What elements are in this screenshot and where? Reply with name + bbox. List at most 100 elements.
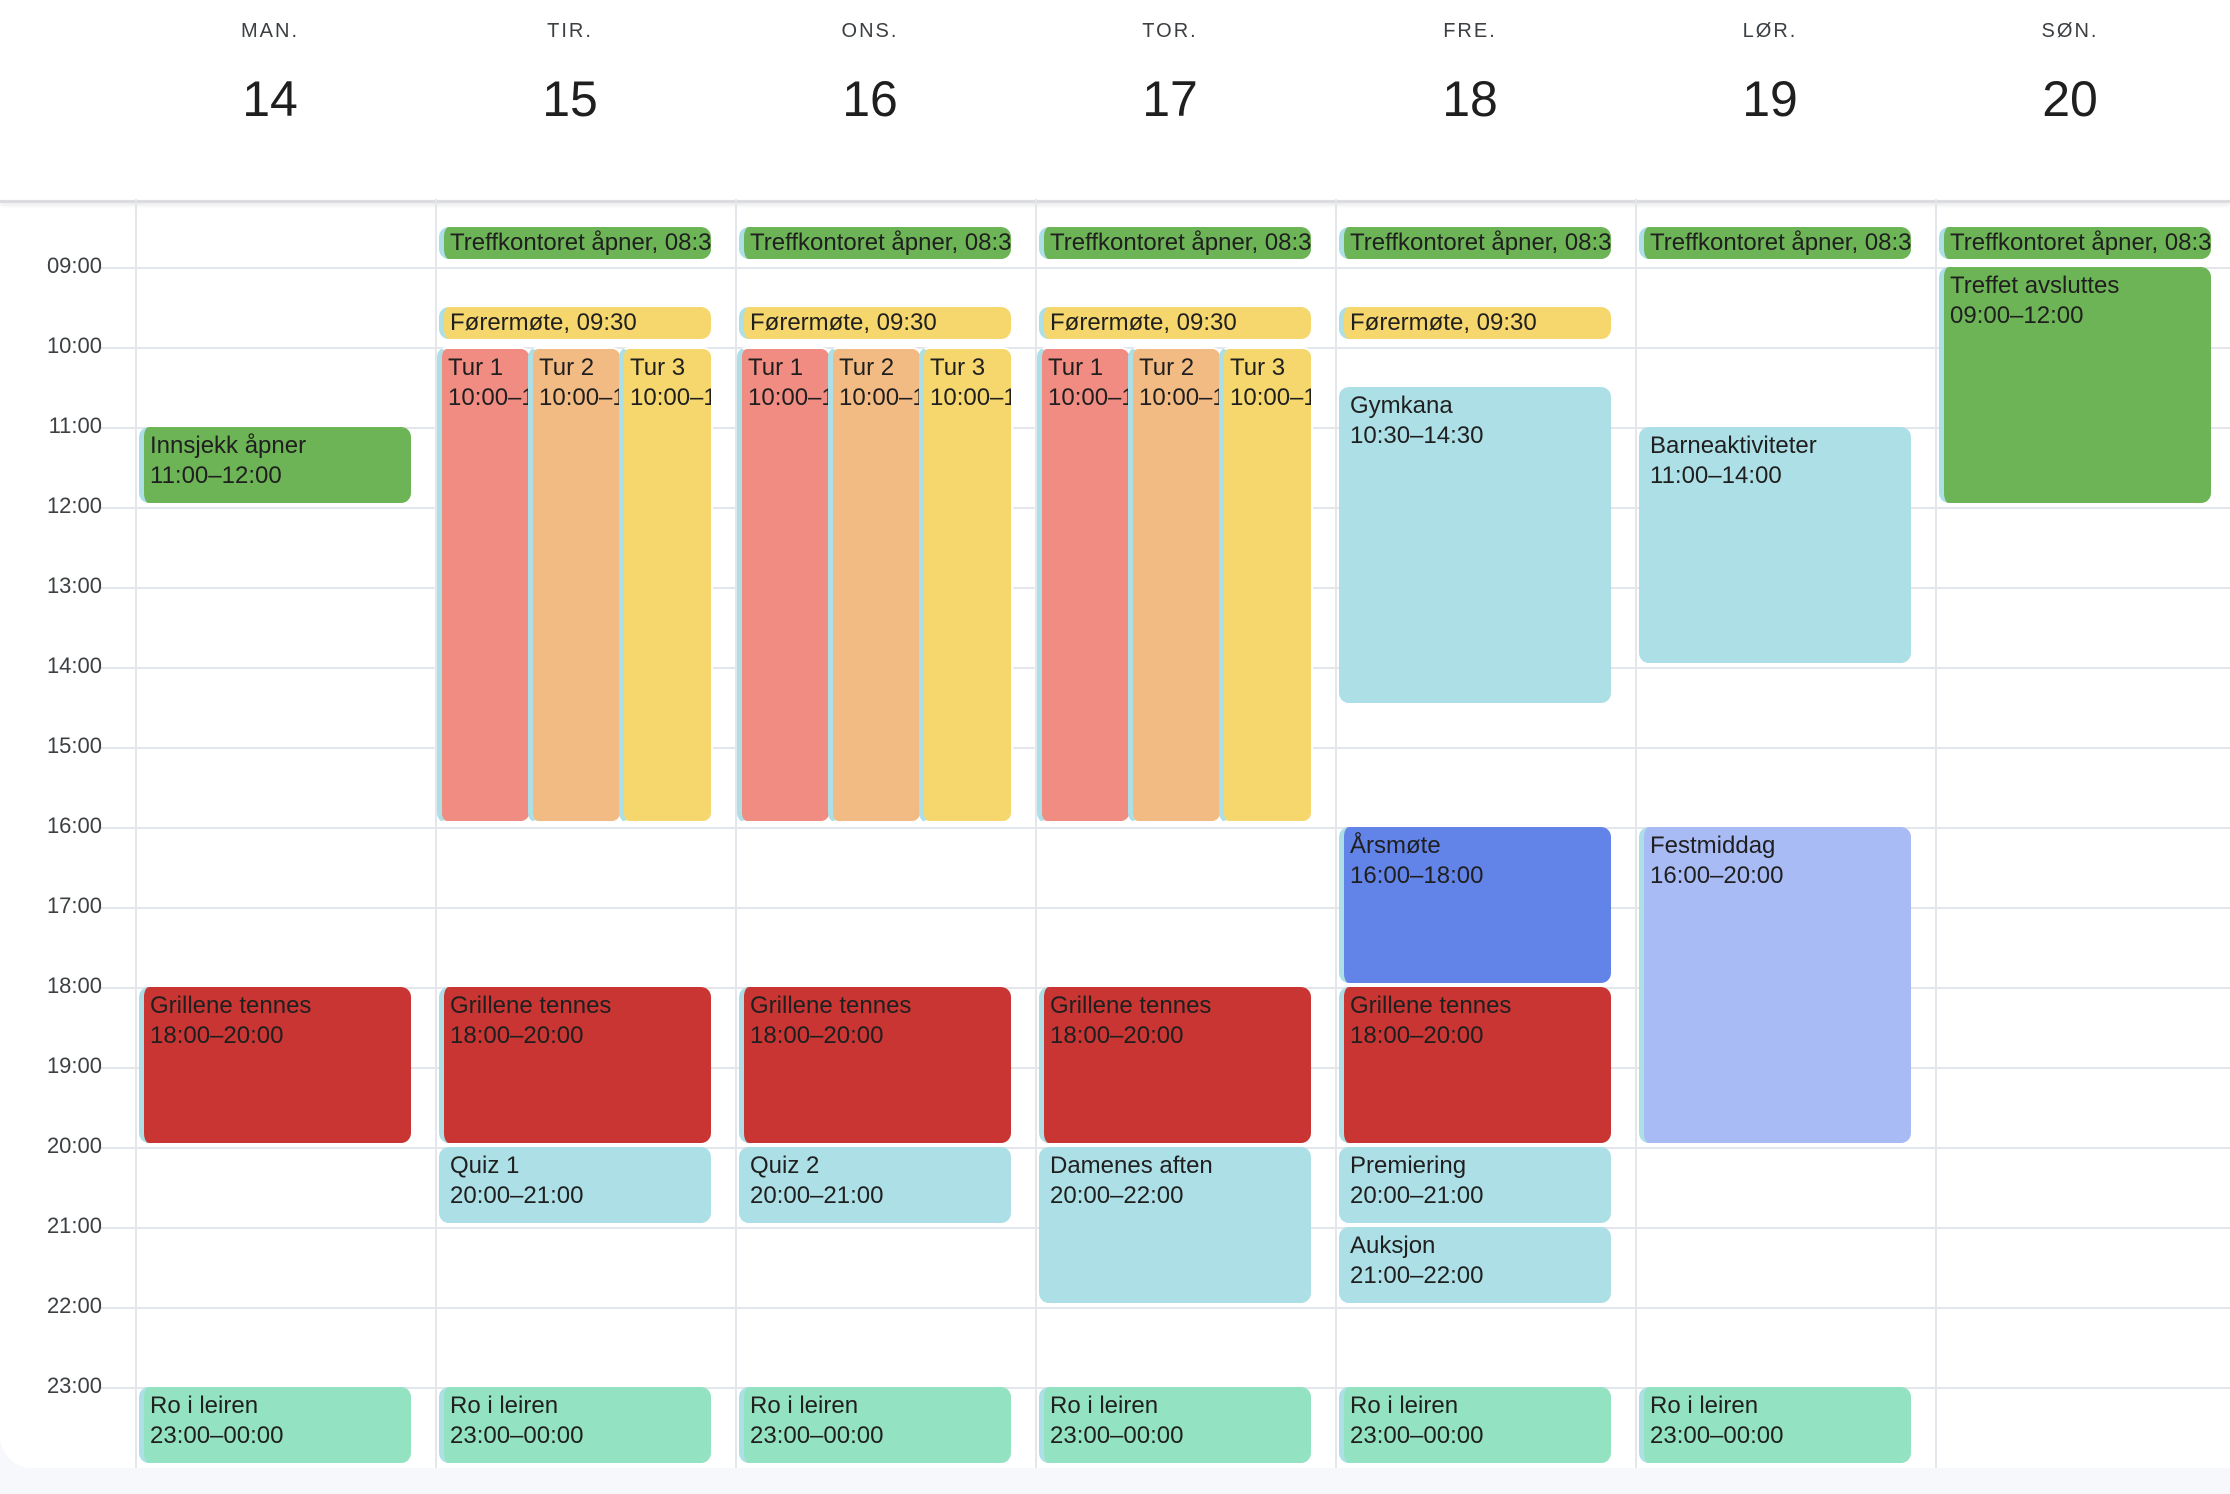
event-ro-i-leiren[interactable]: Ro i leiren 23:00–00:00 <box>439 1387 711 1463</box>
event-førermøte-09-30[interactable]: Førermøte, 09:30 <box>439 307 711 339</box>
day-name: TIR. <box>547 20 593 42</box>
event-grillene-tennes[interactable]: Grillene tennes 18:00–20:00 <box>739 987 1011 1143</box>
event-time: 16:00–18:00 <box>1350 862 1484 889</box>
event-time: 18:00–20:00 <box>150 1022 284 1049</box>
event-time: 10:00–16:00 <box>930 384 1011 411</box>
event-treffet-avsluttes[interactable]: Treffet avsluttes 09:00–12:00 <box>1939 267 2211 503</box>
event-premiering[interactable]: Premiering 20:00–21:00 <box>1339 1147 1611 1223</box>
event-time: 20:00–21:00 <box>750 1182 884 1209</box>
event-title: Ro i leiren <box>1650 1392 1759 1419</box>
event-treffkontoret-åpner-08-30[interactable]: Treffkontoret åpner, 08:30 <box>739 227 1011 259</box>
day-column-divider <box>735 199 737 1468</box>
day-number[interactable]: 17 <box>1142 71 1198 127</box>
event-barneaktiviteter[interactable]: Barneaktiviteter 11:00–14:00 <box>1639 427 1911 663</box>
event-innsjekk-åpner[interactable]: Innsjekk åpner 11:00–12:00 <box>139 427 411 503</box>
event-title: Grillene tennes <box>150 992 312 1019</box>
time-label: 09:00 <box>46 253 102 278</box>
day-number[interactable]: 19 <box>1742 71 1798 127</box>
event-treffkontoret-åpner-08-30[interactable]: Treffkontoret åpner, 08:30 <box>1939 227 2211 259</box>
event-quiz-1[interactable]: Quiz 1 20:00–21:00 <box>439 1147 711 1223</box>
event-title: Tur 1 <box>748 354 804 381</box>
time-label: 23:00 <box>46 1373 102 1398</box>
event-time: 23:00–00:00 <box>1350 1422 1484 1449</box>
event-title: Innsjekk åpner <box>150 432 307 459</box>
event-auksjon[interactable]: Auksjon 21:00–22:00 <box>1339 1227 1611 1303</box>
event-grillene-tennes[interactable]: Grillene tennes 18:00–20:00 <box>1339 987 1611 1143</box>
time-label: 10:00 <box>46 333 102 358</box>
event-title: Førermøte, 09:30 <box>450 309 637 336</box>
event-tur-2[interactable]: Tur 2 10:00–16:00 <box>1128 347 1222 823</box>
event-tur-1[interactable]: Tur 1 10:00–16:00 <box>1037 347 1131 823</box>
time-label: 13:00 <box>46 573 102 598</box>
event-time: 10:00–16:00 <box>448 384 529 411</box>
event-title: Grillene tennes <box>1050 992 1212 1019</box>
event-damenes-aften[interactable]: Damenes aften 20:00–22:00 <box>1039 1147 1311 1303</box>
event-førermøte-09-30[interactable]: Førermøte, 09:30 <box>1039 307 1311 339</box>
event-ro-i-leiren[interactable]: Ro i leiren 23:00–00:00 <box>1039 1387 1311 1463</box>
event-ro-i-leiren[interactable]: Ro i leiren 23:00–00:00 <box>1339 1387 1611 1463</box>
event-årsmøte[interactable]: Årsmøte 16:00–18:00 <box>1339 827 1611 983</box>
day-column-divider <box>1935 199 1937 1468</box>
time-label: 14:00 <box>46 653 102 678</box>
event-time: 18:00–20:00 <box>450 1022 584 1049</box>
day-number[interactable]: 16 <box>842 71 898 127</box>
event-time: 10:00–16:00 <box>748 384 829 411</box>
day-number[interactable]: 20 <box>2042 71 2098 127</box>
event-treffkontoret-åpner-08-30[interactable]: Treffkontoret åpner, 08:30 <box>1639 227 1911 259</box>
event-tur-2[interactable]: Tur 2 10:00–16:00 <box>828 347 922 823</box>
event-treffkontoret-åpner-08-30[interactable]: Treffkontoret åpner, 08:30 <box>1339 227 1611 259</box>
event-ro-i-leiren[interactable]: Ro i leiren 23:00–00:00 <box>739 1387 1011 1463</box>
event-time: 10:00–16:00 <box>1048 384 1129 411</box>
day-column-divider <box>435 199 437 1468</box>
event-time: 10:00–16:00 <box>839 384 920 411</box>
time-label: 12:00 <box>46 493 102 518</box>
event-title: Barneaktiviteter <box>1650 432 1817 459</box>
event-førermøte-09-30[interactable]: Førermøte, 09:30 <box>739 307 1011 339</box>
day-column-divider <box>135 199 137 1468</box>
event-gymkana[interactable]: Gymkana 10:30–14:30 <box>1339 387 1611 703</box>
event-tur-2[interactable]: Tur 2 10:00–16:00 <box>528 347 622 823</box>
event-grillene-tennes[interactable]: Grillene tennes 18:00–20:00 <box>439 987 711 1143</box>
day-column-divider <box>1635 199 1637 1468</box>
day-name: FRE. <box>1443 20 1497 42</box>
event-title: Ro i leiren <box>150 1392 259 1419</box>
event-festmiddag[interactable]: Festmiddag 16:00–20:00 <box>1639 827 1911 1143</box>
event-title: Grillene tennes <box>1350 992 1512 1019</box>
event-time: 18:00–20:00 <box>750 1022 884 1049</box>
event-tur-3[interactable]: Tur 3 10:00–16:00 <box>919 347 1013 823</box>
event-title: Ro i leiren <box>450 1392 559 1419</box>
event-quiz-2[interactable]: Quiz 2 20:00–21:00 <box>739 1147 1011 1223</box>
day-name: LØR. <box>1742 20 1798 42</box>
event-title: Grillene tennes <box>750 992 912 1019</box>
event-tur-1[interactable]: Tur 1 10:00–16:00 <box>737 347 831 823</box>
event-title: Tur 3 <box>630 354 686 381</box>
event-tur-3[interactable]: Tur 3 10:00–16:00 <box>619 347 713 823</box>
event-grillene-tennes[interactable]: Grillene tennes 18:00–20:00 <box>1039 987 1311 1143</box>
event-tur-3[interactable]: Tur 3 10:00–16:00 <box>1219 347 1313 823</box>
day-name: MAN. <box>241 20 299 42</box>
event-førermøte-09-30[interactable]: Førermøte, 09:30 <box>1339 307 1611 339</box>
event-time: 20:00–22:00 <box>1050 1182 1184 1209</box>
event-time: 11:00–12:00 <box>150 462 282 489</box>
event-ro-i-leiren[interactable]: Ro i leiren 23:00–00:00 <box>1639 1387 1911 1463</box>
hour-gridline <box>100 267 2230 269</box>
event-treffkontoret-åpner-08-30[interactable]: Treffkontoret åpner, 08:30 <box>1039 227 1311 259</box>
event-title: Treffet avsluttes <box>1950 272 2120 299</box>
hour-gridline <box>100 827 2230 829</box>
event-treffkontoret-åpner-08-30[interactable]: Treffkontoret åpner, 08:30 <box>439 227 711 259</box>
event-title: Ro i leiren <box>1050 1392 1159 1419</box>
event-time: 11:00–14:00 <box>1650 462 1782 489</box>
hour-gridline <box>100 907 2230 909</box>
day-number[interactable]: 18 <box>1442 71 1498 127</box>
event-time: 21:00–22:00 <box>1350 1262 1484 1289</box>
time-label: 17:00 <box>46 893 102 918</box>
event-grillene-tennes[interactable]: Grillene tennes 18:00–20:00 <box>139 987 411 1143</box>
event-tur-1[interactable]: Tur 1 10:00–16:00 <box>437 347 531 823</box>
time-label: 22:00 <box>46 1293 102 1318</box>
event-time: 10:00–16:00 <box>539 384 620 411</box>
event-time: 10:00–16:00 <box>630 384 711 411</box>
day-number[interactable]: 14 <box>242 71 298 127</box>
event-title: Førermøte, 09:30 <box>1350 309 1537 336</box>
day-number[interactable]: 15 <box>542 71 598 127</box>
event-ro-i-leiren[interactable]: Ro i leiren 23:00–00:00 <box>139 1387 411 1463</box>
